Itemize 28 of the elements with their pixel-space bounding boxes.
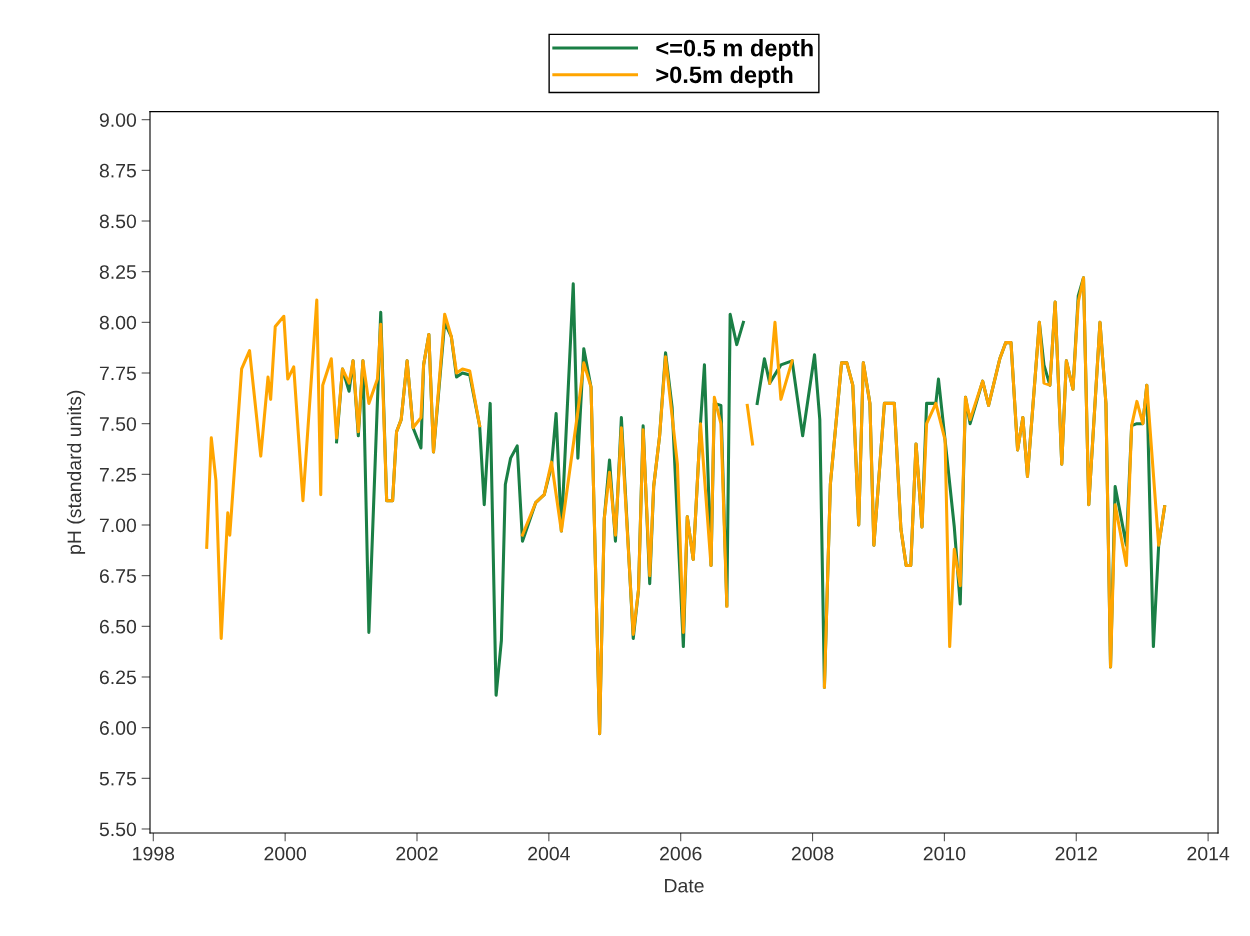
x-tick-label: 2010 [923,846,966,861]
x-axis-title: Date [665,878,704,893]
legend-label: <=0.5 m depth [656,39,813,62]
x-tick-label: 2012 [1055,846,1097,861]
x-tick-label: 2006 [660,846,702,861]
y-tick-label: 8.25 [99,265,136,279]
x-tick-label: 2004 [528,846,570,861]
y-tick-label: 7.00 [99,518,137,533]
x-tick-label: 2008 [791,846,834,861]
y-tick-label: 5.50 [99,822,137,837]
y-tick-label: 6.25 [99,670,136,685]
y-tick-label: 7.25 [99,467,136,482]
y-tick-label: 5.75 [99,771,136,786]
y-tick-label: 6.50 [99,619,137,634]
y-axis-title: pH (standard units) [66,390,86,554]
x-tick-label: 2014 [1187,846,1230,861]
x-tick-label: 2000 [264,846,307,861]
y-tick-label: 6.00 [99,721,137,735]
y-tick-label: 8.50 [99,214,137,229]
y-tick-label: 8.00 [99,315,137,330]
x-tick-label: 1998 [133,846,175,861]
y-tick-label: 8.75 [99,163,136,178]
y-tick-label: 7.50 [99,417,137,431]
x-tick-label: 2002 [396,846,438,861]
y-tick-label: 6.75 [99,569,136,583]
y-tick-label: 7.75 [99,366,136,381]
legend-label: >0.5m depth [656,65,793,88]
y-tick-label: 9.00 [99,113,137,127]
